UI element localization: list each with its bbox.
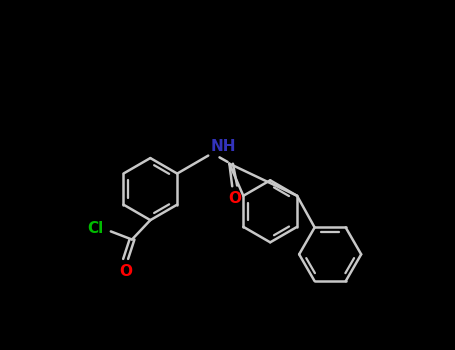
Text: O: O [228, 191, 241, 206]
Text: NH: NH [211, 139, 237, 154]
Text: Cl: Cl [87, 221, 104, 236]
Text: O: O [119, 264, 132, 279]
